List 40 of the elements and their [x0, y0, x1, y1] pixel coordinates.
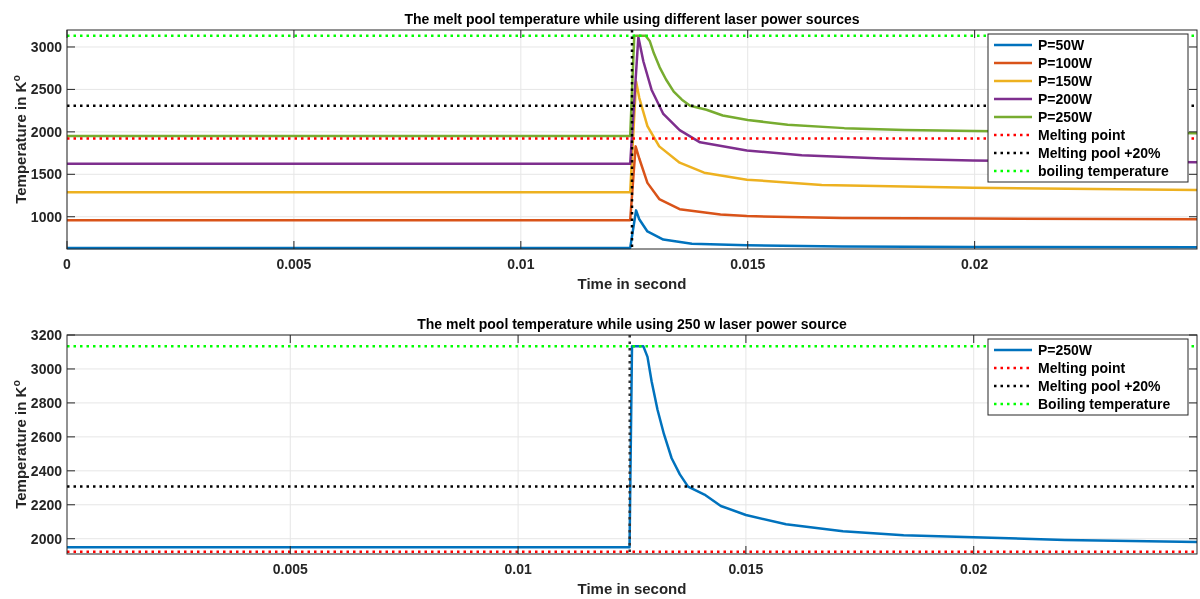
- legend-label: boiling temperature: [1038, 163, 1169, 179]
- legend-label: Boiling temperature: [1038, 396, 1171, 412]
- legend-label: Melting pool +20%: [1038, 378, 1162, 394]
- legend-label: Melting point: [1038, 360, 1126, 376]
- y-tick-label: 2400: [30, 462, 63, 479]
- x-tick-label: 0.015: [730, 256, 766, 272]
- y-tick-label: 2800: [30, 394, 63, 411]
- line-series: [67, 209, 1197, 250]
- chart-title: The melt pool temperature while using different laser power sources: [404, 11, 860, 27]
- y-tick-label: 3000: [30, 360, 63, 377]
- legend-label: P=50W: [1038, 37, 1086, 53]
- y-tick-label: 2000: [30, 123, 63, 140]
- legend-label: P=100W: [1038, 55, 1093, 71]
- legend-label: P=200W: [1038, 91, 1093, 107]
- legend-label: P=250W: [1038, 342, 1093, 358]
- x-tick-label: 0.01: [504, 561, 532, 577]
- y-tick-label: 2200: [30, 496, 63, 513]
- x-tick-label: 0.005: [276, 256, 312, 272]
- x-tick-label: 0.015: [728, 561, 764, 577]
- y-tick-label: 1500: [30, 166, 63, 183]
- x-tick-label: 0.005: [272, 561, 308, 577]
- line-series: [67, 345, 1197, 549]
- legend-label: P=250W: [1038, 109, 1093, 125]
- x-axis-title: Time in second: [577, 275, 687, 292]
- legend-label: P=150W: [1038, 73, 1093, 89]
- x-tick-label: 0.01: [507, 256, 535, 272]
- x-tick-label: 0.02: [960, 561, 988, 577]
- y-tick-label: 3000: [30, 38, 63, 55]
- y-tick-label: 2000: [30, 530, 63, 547]
- legend-label: Melting point: [1038, 127, 1126, 143]
- chart-title: The melt pool temperature while using 250 w laser power source: [417, 316, 847, 332]
- x-axis-title: Time in second: [577, 580, 687, 597]
- line-series: [67, 145, 1197, 222]
- y-tick-label: 3200: [30, 327, 63, 343]
- y-tick-label: 1000: [30, 208, 63, 225]
- y-tick-label: 2500: [30, 81, 63, 98]
- x-tick-label: 0: [63, 256, 72, 272]
- x-tick-label: 0.02: [961, 256, 989, 272]
- legend-label: Melting pool +20%: [1038, 145, 1162, 161]
- y-tick-label: 2600: [30, 428, 63, 445]
